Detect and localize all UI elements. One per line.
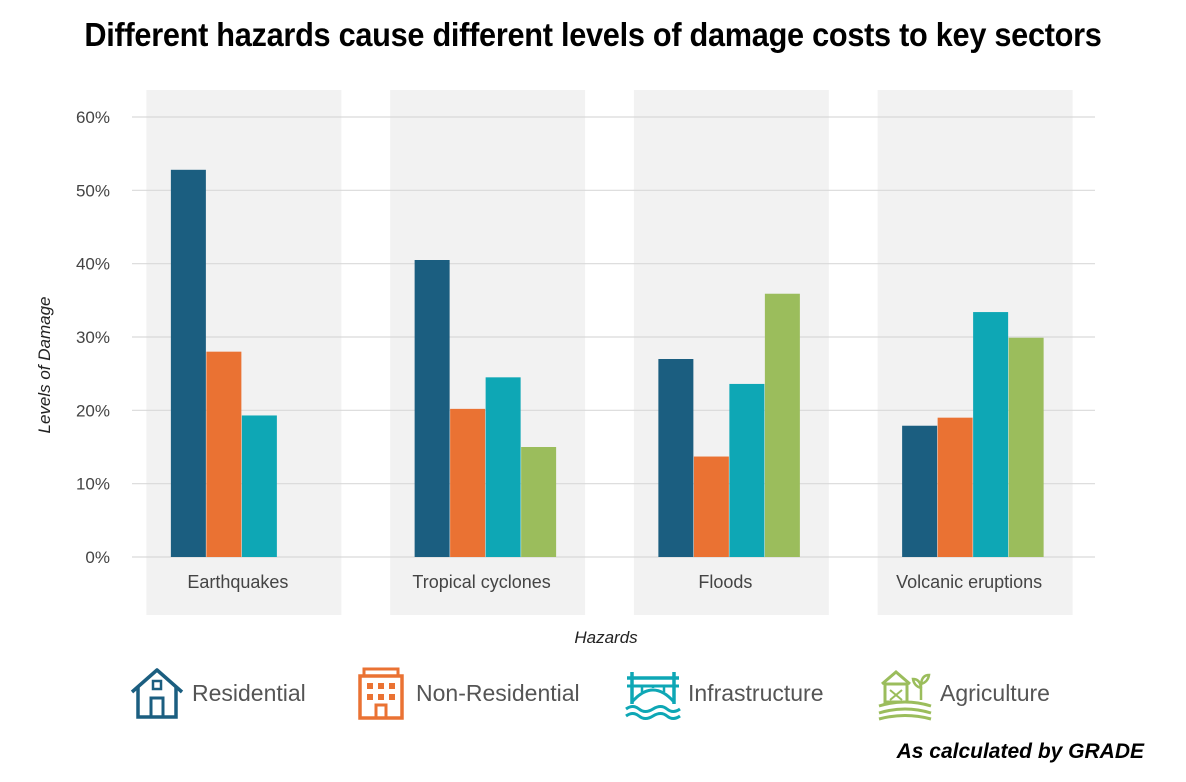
- bridge-icon: [624, 664, 682, 722]
- x-axis-label: Hazards: [574, 628, 638, 647]
- building-icon: [352, 664, 410, 722]
- legend-item-residential: Residential: [128, 662, 306, 724]
- x-tick-label: Earthquakes: [187, 572, 288, 592]
- bar-non-residential: [693, 456, 729, 557]
- legend-item-infrastructure: Infrastructure: [624, 662, 824, 724]
- bar-non-residential: [937, 417, 973, 557]
- legend-item-agriculture: Agriculture: [876, 662, 1050, 724]
- bar-infrastructure: [241, 415, 277, 557]
- gridlines: [132, 116, 1095, 558]
- bar-agriculture: [1008, 337, 1044, 557]
- bar-residential: [658, 359, 694, 557]
- bar-infrastructure: [485, 377, 521, 557]
- bar-non-residential: [450, 408, 486, 557]
- y-tick-label: 10%: [76, 475, 110, 494]
- y-tick-label: 0%: [85, 548, 110, 567]
- bar-residential: [414, 260, 450, 557]
- bar-infrastructure: [973, 312, 1009, 557]
- x-tick-labels: Earthquakes Tropical cyclones Floods Volcan…: [187, 572, 1042, 592]
- bar-agriculture: [764, 293, 800, 557]
- bar-non-residential: [206, 351, 242, 557]
- y-tick-label: 20%: [76, 401, 110, 420]
- bar-agriculture: [521, 447, 557, 557]
- legend-label-infrastructure: Infrastructure: [688, 679, 824, 706]
- legend-item-non-residential: Non-Residential: [352, 662, 580, 724]
- legend: Residential Non-Residential: [0, 662, 1186, 724]
- x-tick-label: Tropical cyclones: [412, 572, 550, 592]
- chart-title: Different hazards cause different levels…: [84, 16, 1102, 53]
- bars: [170, 169, 1044, 558]
- bar-residential: [902, 425, 938, 557]
- legend-label-residential: Residential: [192, 679, 306, 706]
- y-tick-label: 50%: [76, 181, 110, 200]
- footnote: As calculated by GRADE: [896, 740, 1144, 763]
- x-tick-label: Volcanic eruptions: [896, 572, 1042, 592]
- y-tick-labels: 0% 10% 20% 30% 40% 50% 60%: [76, 108, 110, 567]
- bar-infrastructure: [729, 383, 765, 557]
- barn-icon: [876, 664, 934, 722]
- legend-label-non-residential: Non-Residential: [416, 679, 580, 706]
- chart: 0% 10% 20% 30% 40% 50% 60% Earthquakes Tropical…: [35, 90, 1095, 647]
- house-icon: [128, 664, 186, 722]
- y-tick-label: 30%: [76, 328, 110, 347]
- x-tick-label: Floods: [698, 572, 752, 592]
- bar-residential: [170, 169, 206, 558]
- y-tick-label: 40%: [76, 255, 110, 274]
- y-tick-label: 60%: [76, 108, 110, 127]
- legend-label-agriculture: Agriculture: [940, 679, 1050, 706]
- y-axis-label: Levels of Damage: [35, 296, 54, 433]
